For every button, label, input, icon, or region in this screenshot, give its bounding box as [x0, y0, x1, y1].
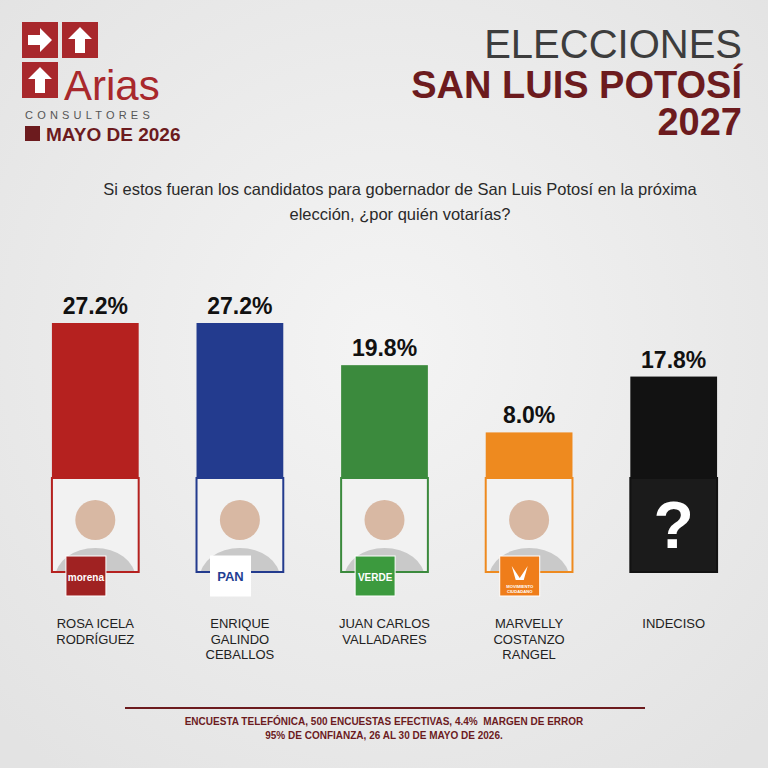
text-line: elección, ¿por quién votarías?: [289, 205, 510, 223]
head: [220, 500, 260, 540]
party-logo: MOVIMIENTOCIUDADANO: [500, 556, 540, 596]
logo-arrow: [28, 67, 52, 93]
text-line: VALLADARES: [342, 632, 427, 647]
footer-note: 95% DE CONFIANZA, 26 AL 30 DE MAYO DE 20…: [265, 730, 503, 741]
logo-arrow: [28, 28, 52, 52]
bar: [486, 432, 573, 478]
category-label: MARVELLYCOSTANZORANGEL: [493, 616, 564, 662]
logo-bg: [211, 556, 251, 596]
text-line: MARVELLY: [495, 616, 563, 631]
text-line: GALINDO: [211, 632, 270, 647]
party-logo-text: morena: [68, 572, 105, 583]
date: MAYO DE 2026: [46, 124, 180, 145]
shoulders: [489, 548, 569, 571]
party-logo-text: PAN: [217, 569, 243, 584]
data-label: 19.8%: [352, 335, 417, 361]
bar: [52, 323, 139, 478]
data-label: 27.2%: [63, 293, 128, 319]
photo-frames: morena PAN VERDE MOVIMIENTOCIUDADANO?: [52, 478, 717, 608]
text-line: RODRÍGUEZ: [56, 632, 134, 647]
brand-name: Arias: [64, 62, 160, 109]
party-logo: VERDE: [355, 556, 395, 596]
logo-square: [62, 22, 98, 58]
text-line: ENRIQUE: [210, 616, 270, 631]
subtitle: Si estos fueran los candidatos para gobe…: [103, 180, 697, 223]
title-year: 2027: [657, 101, 742, 143]
party-logo: PAN: [211, 556, 251, 596]
party-logo-text: MOVIMIENTOCIUDADANO: [506, 584, 534, 594]
category-labels: ROSA ICELARODRÍGUEZ ENRIQUEGALINDOCEBALLO…: [56, 616, 705, 662]
text-line: ROSA ICELA: [57, 616, 135, 631]
text-line: CIUDADANO: [507, 589, 533, 594]
logo-bg: [66, 556, 106, 596]
bar: [197, 323, 284, 478]
supertitle: ELECCIONES: [484, 22, 742, 66]
poll-graphic: AriasCONSULTORES MAYO DE 2026 ELECCIONESSA…: [0, 0, 768, 768]
logo-bg: [355, 556, 395, 596]
text-line: INDECISO: [642, 616, 705, 631]
category-label: ROSA ICELARODRÍGUEZ: [56, 616, 134, 647]
data-label: 8.0%: [503, 402, 555, 428]
placeholder-mark: ?: [654, 488, 694, 562]
photo-frame: ?: [630, 478, 717, 572]
data-label: 17.8%: [641, 347, 706, 373]
category-label: INDECISO: [642, 616, 705, 631]
silhouette: [345, 500, 425, 571]
text-line: COSTANZO: [493, 632, 564, 647]
logo-square: [22, 62, 58, 98]
logo-bg: [500, 556, 540, 596]
title: SAN LUIS POTOSÍ: [411, 63, 743, 106]
head: [509, 500, 549, 540]
silhouette: [200, 500, 280, 571]
bar: [341, 365, 428, 478]
shoulders: [345, 548, 425, 571]
photo-frame: morena: [52, 478, 139, 608]
text-line: RANGEL: [502, 647, 555, 662]
shoulders: [55, 548, 135, 571]
photo-frame: MOVIMIENTOCIUDADANO: [486, 478, 573, 608]
photo-frame: VERDE: [341, 478, 428, 608]
brand-logo: AriasCONSULTORES MAYO DE 2026: [22, 22, 180, 145]
logo-arrow: [68, 27, 92, 53]
category-label: ENRIQUEGALINDOCEBALLOS: [206, 616, 275, 662]
text-line: CEBALLOS: [206, 647, 275, 662]
logo-symbol: [512, 566, 528, 580]
silhouette: [489, 500, 569, 571]
shoulders: [200, 548, 280, 571]
text-line: Si estos fueran los candidatos para gobe…: [103, 180, 697, 198]
footer-note: ENCUESTA TELEFÓNICA, 500 ENCUESTAS EFECT…: [185, 715, 584, 727]
photo-frame: PAN: [197, 478, 284, 608]
logo-square: [22, 22, 58, 58]
party-logo: morena: [66, 556, 106, 596]
brand-sub: CONSULTORES: [25, 109, 154, 121]
head: [365, 500, 405, 540]
bar: [630, 377, 717, 478]
category-label: JUAN CARLOSVALLADARES: [339, 616, 430, 647]
data-labels: 27.2% 27.2% 19.8% 8.0% 17.8%: [63, 293, 707, 428]
party-logo-text: VERDE: [358, 572, 393, 583]
silhouette: [55, 500, 135, 571]
frame: [630, 478, 717, 572]
data-label: 27.2%: [207, 293, 272, 319]
date-square: [25, 126, 40, 141]
bars: [52, 323, 717, 478]
head: [75, 500, 115, 540]
footer-rule: [125, 707, 645, 709]
background: [0, 0, 768, 768]
text-line: JUAN CARLOS: [339, 616, 430, 631]
